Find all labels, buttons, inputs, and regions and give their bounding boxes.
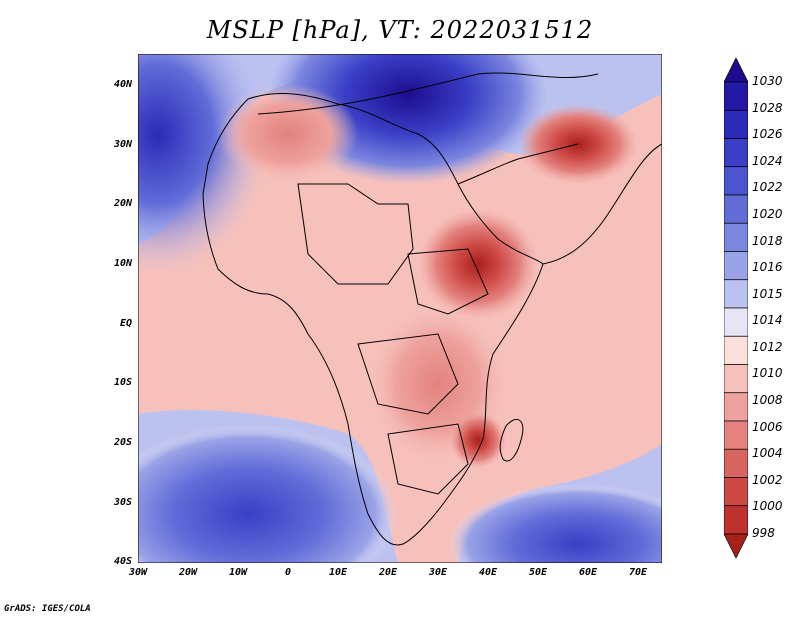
colorbar-label: 1004 bbox=[752, 446, 783, 461]
lon-label: 30W bbox=[128, 567, 148, 578]
colorbar-label: 1012 bbox=[752, 339, 783, 354]
colorbar-segment bbox=[724, 307, 748, 337]
colorbar-segment bbox=[724, 448, 748, 478]
colorbar-label: 1000 bbox=[752, 499, 783, 514]
lat-label: 20N bbox=[113, 198, 132, 209]
lat-label: 40N bbox=[113, 79, 132, 90]
lon-label: 40E bbox=[478, 567, 498, 578]
colorbar-segment bbox=[724, 81, 748, 111]
pressure-map bbox=[138, 54, 662, 563]
colorbar-label: 1024 bbox=[752, 153, 783, 168]
colorbar-label: 1002 bbox=[752, 472, 783, 487]
colorbar-label: 1014 bbox=[752, 313, 783, 328]
colorbar-label: 1022 bbox=[752, 180, 783, 195]
colorbar-label: 1030 bbox=[752, 74, 783, 88]
colorbar-segment bbox=[724, 420, 748, 450]
colorbar-segment bbox=[724, 109, 748, 139]
colorbar-segment bbox=[724, 194, 748, 224]
lat-label: 20S bbox=[113, 437, 132, 448]
colorbar-label: 1008 bbox=[752, 393, 783, 408]
lon-label: 20W bbox=[178, 567, 198, 578]
lon-label: 30E bbox=[428, 567, 448, 578]
map-title: MSLP [hPa], VT: 2022031512 bbox=[206, 16, 594, 44]
colorbar-label: 998 bbox=[752, 526, 775, 540]
colorbar-segment bbox=[724, 222, 748, 252]
colorbar-label: 1015 bbox=[752, 286, 783, 301]
lat-label: EQ bbox=[119, 318, 132, 329]
colorbar-label: 1010 bbox=[752, 366, 783, 381]
colorbar-label: 1018 bbox=[752, 233, 783, 248]
indian-ocean-high bbox=[448, 484, 662, 563]
colorbar-segment bbox=[724, 279, 748, 309]
map-canvas bbox=[138, 54, 662, 563]
colorbar-segment bbox=[724, 477, 748, 507]
colorbar-top-triangle bbox=[724, 58, 748, 83]
lon-label: 70E bbox=[628, 567, 648, 578]
lat-label: 40S bbox=[113, 556, 132, 567]
credit-text: GrADS: IGES/COLA bbox=[4, 604, 91, 614]
lon-label: 20E bbox=[378, 567, 398, 578]
lat-label: 30S bbox=[113, 497, 132, 508]
colorbar-segment bbox=[724, 335, 748, 365]
lat-label: 30N bbox=[113, 139, 132, 150]
lon-label: 50E bbox=[528, 567, 548, 578]
colorbar-bottom-triangle bbox=[724, 533, 748, 558]
colorbar bbox=[724, 58, 748, 558]
colorbar-label: 1006 bbox=[752, 419, 783, 434]
colorbar-segment bbox=[724, 505, 748, 535]
colorbar-label: 1028 bbox=[752, 100, 783, 115]
colorbar-label: 1026 bbox=[752, 127, 783, 142]
algeria-low bbox=[218, 84, 358, 184]
colorbar-segment bbox=[724, 166, 748, 196]
sudan-low bbox=[418, 209, 538, 319]
colorbar-segment bbox=[724, 364, 748, 394]
mozambique-channel-low bbox=[450, 412, 506, 468]
colorbar-segment bbox=[724, 138, 748, 168]
colorbar-segment bbox=[724, 392, 748, 422]
colorbar-label: 1016 bbox=[752, 260, 783, 275]
lon-label: 10W bbox=[228, 567, 248, 578]
colorbar-label: 1020 bbox=[752, 206, 783, 221]
lat-label: 10N bbox=[113, 258, 132, 269]
lon-label: 10E bbox=[328, 567, 348, 578]
lon-label: 60E bbox=[578, 567, 598, 578]
lat-label: 10S bbox=[113, 377, 132, 388]
colorbar-segment bbox=[724, 251, 748, 281]
lon-label: 0 bbox=[284, 567, 292, 578]
south-atlantic-high bbox=[138, 424, 398, 563]
coastline-outline bbox=[202, 72, 662, 546]
